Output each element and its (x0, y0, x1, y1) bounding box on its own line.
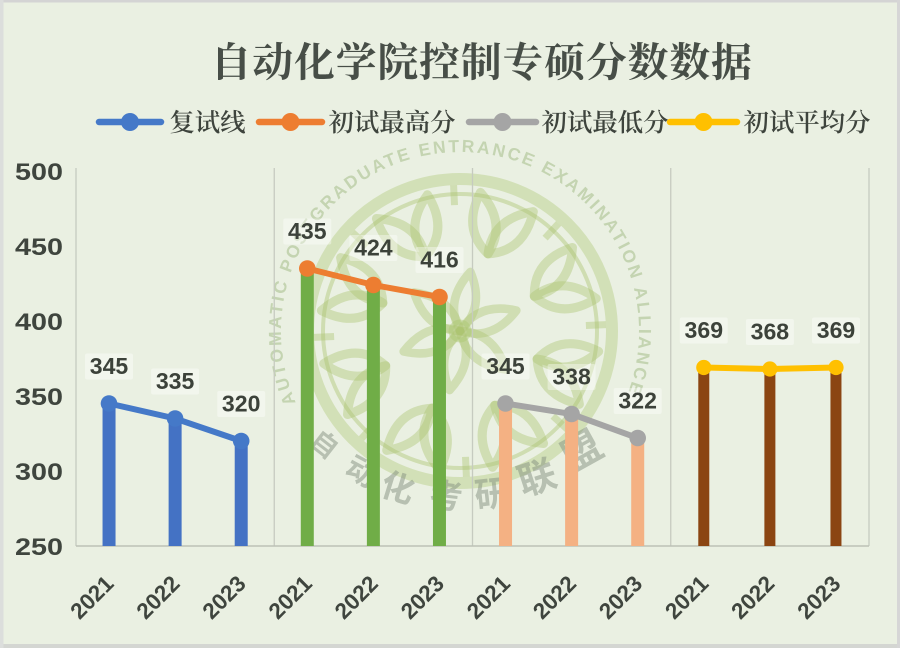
svg-text:345: 345 (486, 353, 525, 379)
svg-text:369: 369 (685, 317, 724, 343)
svg-text:350: 350 (15, 384, 63, 411)
svg-text:368: 368 (751, 318, 790, 344)
svg-text:500: 500 (15, 159, 63, 186)
svg-text:435: 435 (288, 218, 327, 244)
svg-text:300: 300 (15, 459, 63, 486)
svg-text:250: 250 (15, 534, 63, 561)
svg-text:416: 416 (420, 246, 459, 272)
svg-text:424: 424 (354, 234, 393, 260)
svg-text:322: 322 (618, 387, 657, 413)
svg-text:345: 345 (90, 353, 129, 379)
svg-text:450: 450 (15, 234, 63, 261)
svg-text:338: 338 (552, 363, 591, 389)
svg-text:400: 400 (15, 309, 63, 336)
svg-text:335: 335 (156, 368, 195, 394)
svg-text:320: 320 (222, 390, 261, 416)
svg-text:369: 369 (817, 317, 856, 343)
